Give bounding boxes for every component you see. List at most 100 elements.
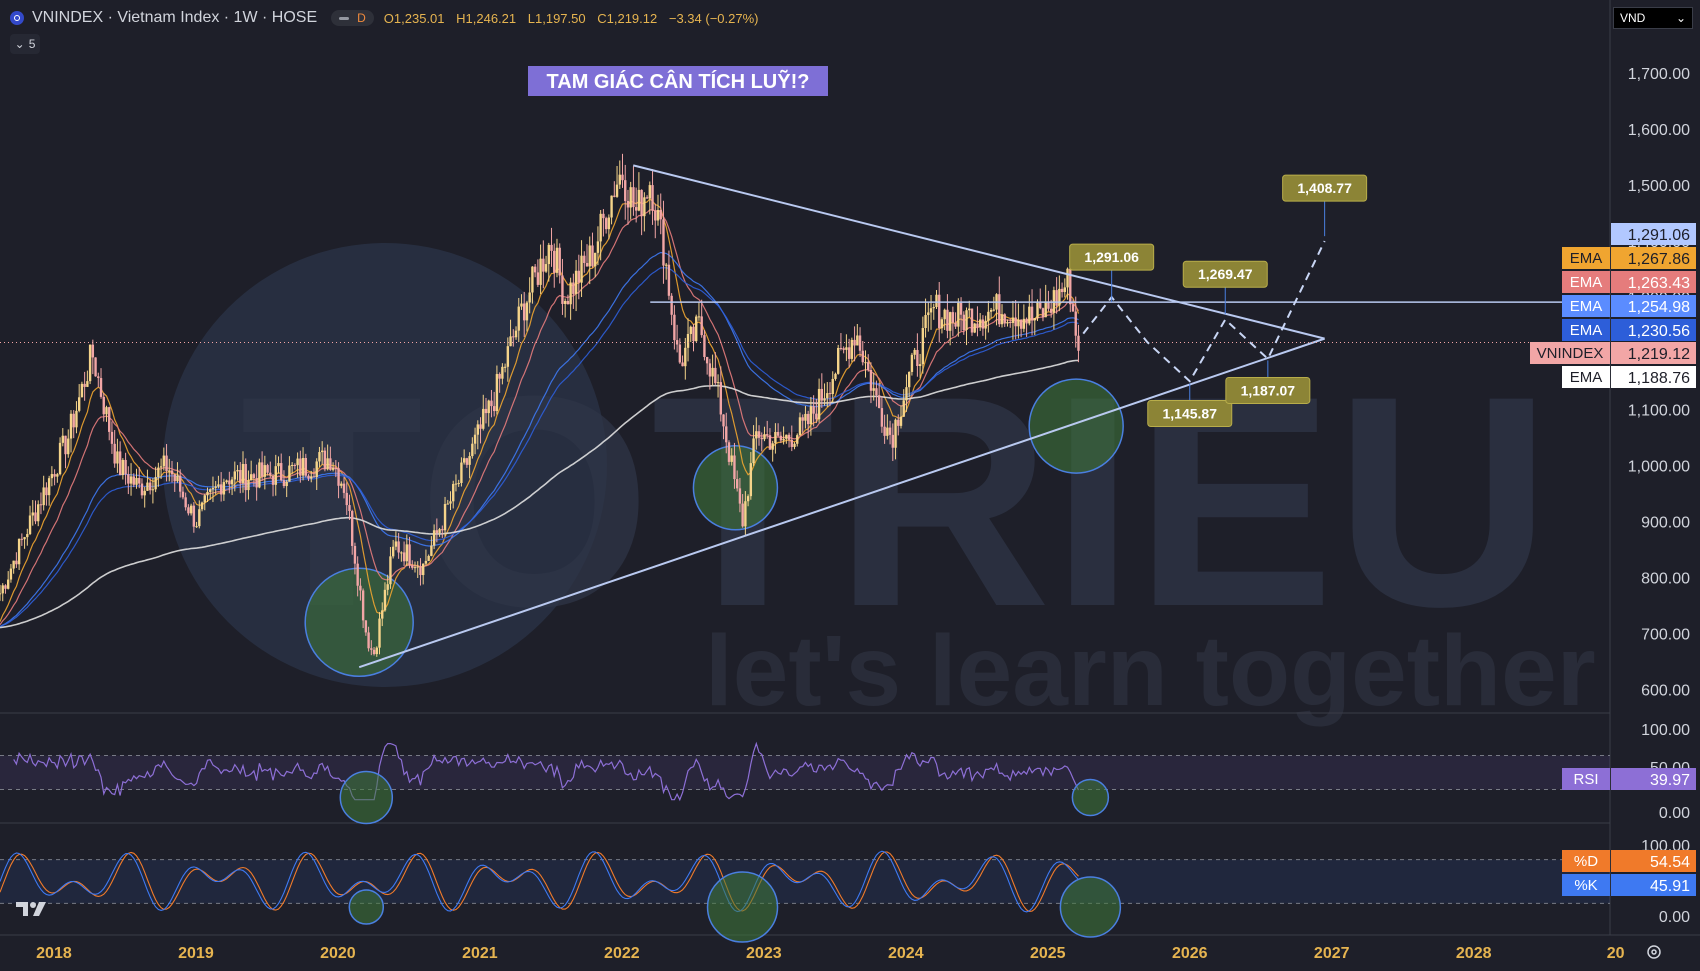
candle-body: [875, 388, 878, 396]
candle-body: [203, 495, 206, 503]
candle-body: [94, 357, 97, 377]
candle-body: [487, 400, 490, 414]
candle-body: [572, 282, 575, 294]
candle-body: [86, 381, 89, 387]
candle-body: [484, 408, 488, 414]
candle-body: [752, 438, 755, 464]
candle-body: [31, 512, 34, 516]
candle-body: [727, 442, 731, 462]
candle-body: [839, 347, 843, 349]
candle-body: [140, 483, 144, 496]
currency-select[interactable]: VND ⌄: [1613, 7, 1693, 29]
ema-line: [0, 359, 1079, 629]
price-tag-name-bg: [1562, 366, 1610, 388]
candle-body: [673, 314, 676, 341]
symbol-title[interactable]: VNINDEX · Vietnam Index · 1W · HOSE: [32, 9, 318, 26]
candle-body: [812, 406, 815, 414]
candle-body: [771, 443, 774, 450]
candle-body: [755, 431, 758, 439]
candle-body: [624, 180, 627, 201]
candle-body: [697, 316, 701, 318]
price-tag: RSI 39.97: [1562, 768, 1696, 790]
candle-body: [886, 427, 889, 436]
candle-body: [705, 356, 709, 364]
candle-body: [263, 465, 267, 477]
candle-body: [244, 463, 247, 491]
candle-body: [113, 443, 116, 464]
candle-body: [430, 545, 433, 556]
candle-body: [948, 312, 952, 331]
candle-body: [678, 344, 682, 363]
watermark-brand: TOTRIEU: [240, 333, 1551, 669]
candle-body: [45, 487, 48, 496]
candle-body: [323, 450, 327, 470]
candle-body: [367, 632, 370, 649]
candle-body: [785, 434, 788, 439]
candle-body: [850, 339, 854, 359]
candle-body: [490, 400, 493, 407]
candle-body: [271, 475, 275, 485]
year-tick-label: 2019: [178, 945, 214, 962]
candle-body: [42, 487, 45, 506]
price-tag-name: EMA: [1570, 369, 1603, 386]
candle-body: [888, 427, 892, 435]
candle-body: [924, 315, 927, 329]
candle-body: [667, 264, 671, 296]
candle-body: [1060, 288, 1064, 293]
candle-body: [331, 468, 335, 470]
title-annotation[interactable]: TAM GIÁC CÂN TÍCH LUỸ!?: [528, 66, 828, 96]
candle-body: [700, 316, 703, 336]
candle-body: [749, 463, 753, 497]
candle-body: [962, 314, 965, 331]
tradingview-logo[interactable]: [14, 898, 48, 920]
year-tick-label: 2026: [1172, 945, 1208, 962]
candle-body: [858, 335, 862, 351]
indicator-collapse-button[interactable]: ⌄ 5: [10, 34, 40, 54]
price-tag-name: VNINDEX: [1537, 345, 1604, 362]
candle-body: [902, 400, 905, 417]
candle-body: [359, 585, 362, 591]
candle-body: [495, 374, 499, 412]
candle-body: [869, 369, 873, 391]
candle-body: [1009, 322, 1012, 324]
candle-body: [520, 303, 523, 307]
candle-body: [138, 477, 141, 484]
price-tag-value-bg: [1611, 342, 1696, 364]
candle-body: [173, 474, 176, 482]
candle-body: [853, 339, 856, 346]
candle-body: [15, 560, 18, 565]
ohlc-low: L1,197.50: [527, 10, 586, 26]
price-tag: EMA 1,230.56: [1562, 319, 1696, 341]
time-axis[interactable]: 2018 2019 2020 2021 2022 2023 2024 2025 2026 2027…: [36, 945, 1625, 962]
gear-icon[interactable]: [1644, 942, 1664, 962]
candle-body: [479, 424, 482, 429]
data-status-pill[interactable]: D: [331, 10, 374, 26]
candle-body: [170, 470, 174, 475]
candle-body: [252, 474, 256, 479]
candle-body: [389, 556, 392, 585]
candle-body: [992, 309, 996, 311]
highlight-circle: [1059, 876, 1122, 938]
candle-body: [959, 302, 963, 315]
candle-body: [1030, 306, 1034, 321]
candle-body: [596, 241, 600, 253]
candle-body: [351, 511, 354, 546]
candle-body: [1019, 319, 1023, 329]
year-tick-label: 2023: [746, 945, 782, 962]
candle-body: [88, 344, 92, 382]
candle-body: [165, 455, 168, 471]
candle-body: [129, 476, 133, 484]
candle-body: [266, 465, 269, 473]
candle-body: [39, 504, 43, 506]
candle-body: [168, 470, 171, 472]
candle-body: [326, 458, 329, 470]
candle-body: [151, 489, 155, 491]
candle-body: [67, 438, 70, 455]
candle-body: [1014, 317, 1017, 327]
candle-body: [654, 210, 657, 221]
candle-body: [1039, 302, 1042, 309]
candle-body: [468, 456, 471, 465]
candle-body: [998, 294, 1001, 325]
candle-body: [99, 378, 103, 397]
